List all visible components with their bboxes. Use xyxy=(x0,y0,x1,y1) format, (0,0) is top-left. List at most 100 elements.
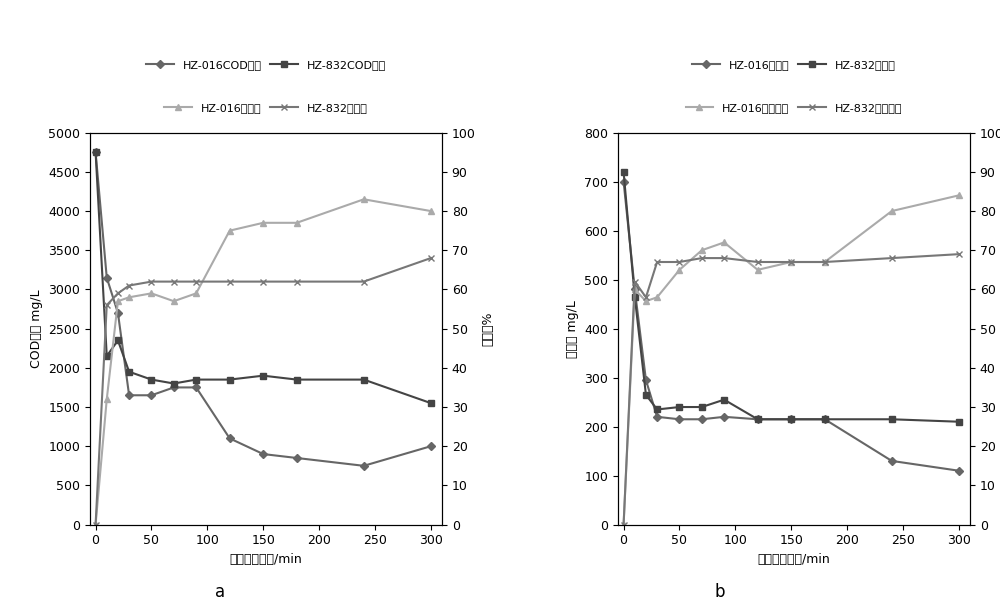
HZ-832COD浓度 xyxy=(90,148,102,156)
HZ-832COD浓度 xyxy=(145,376,157,384)
HZ-016去除率 xyxy=(224,227,236,234)
HZ-832酚浓度 xyxy=(819,415,831,423)
HZ-832酚去除率 xyxy=(696,254,708,262)
HZ-016COD浓度 xyxy=(145,392,157,399)
HZ-832去除率 xyxy=(145,278,157,285)
HZ-016酚浓度 xyxy=(718,413,730,420)
HZ-832酚去除率 xyxy=(618,521,630,528)
HZ-016COD浓度 xyxy=(168,384,180,391)
HZ-832酚去除率 xyxy=(640,294,652,301)
Line: HZ-832酚浓度: HZ-832酚浓度 xyxy=(621,169,962,425)
HZ-832去除率 xyxy=(112,289,124,297)
HZ-016酚去除率 xyxy=(718,239,730,246)
HZ-016去除率 xyxy=(112,297,124,305)
Y-axis label: 去除率%: 去除率% xyxy=(481,311,494,346)
HZ-832去除率 xyxy=(101,302,113,309)
HZ-016酚去除率 xyxy=(651,294,663,301)
HZ-016COD浓度 xyxy=(425,443,437,450)
HZ-016酚去除率 xyxy=(819,258,831,265)
Legend: HZ-016去除率, HZ-832去除率: HZ-016去除率, HZ-832去除率 xyxy=(164,103,368,113)
Line: HZ-832COD浓度: HZ-832COD浓度 xyxy=(93,150,434,406)
HZ-016去除率 xyxy=(123,294,135,301)
HZ-016COD浓度 xyxy=(190,384,202,391)
HZ-832去除率 xyxy=(168,278,180,285)
HZ-016COD浓度 xyxy=(123,392,135,399)
HZ-832去除率 xyxy=(90,521,102,528)
HZ-832酚浓度 xyxy=(696,403,708,411)
Text: a: a xyxy=(215,583,225,601)
HZ-016酚去除率 xyxy=(696,247,708,254)
HZ-832COD浓度 xyxy=(190,376,202,384)
Line: HZ-016酚浓度: HZ-016酚浓度 xyxy=(621,179,962,473)
X-axis label: 静态吸附时间/min: 静态吸附时间/min xyxy=(758,553,830,566)
HZ-832去除率 xyxy=(224,278,236,285)
Line: HZ-016酚去除率: HZ-016酚去除率 xyxy=(621,192,962,528)
HZ-016去除率 xyxy=(101,396,113,403)
HZ-016酚去除率 xyxy=(629,286,641,293)
HZ-016去除率 xyxy=(257,219,269,226)
HZ-016COD浓度 xyxy=(90,148,102,156)
HZ-832COD浓度 xyxy=(168,380,180,387)
HZ-016酚浓度 xyxy=(886,457,898,464)
HZ-832酚浓度 xyxy=(886,415,898,423)
HZ-832酚去除率 xyxy=(819,258,831,265)
HZ-016去除率 xyxy=(190,289,202,297)
HZ-016COD浓度 xyxy=(358,462,370,469)
HZ-832酚去除率 xyxy=(718,254,730,262)
HZ-016酚去除率 xyxy=(673,266,685,273)
HZ-016酚浓度 xyxy=(785,415,797,423)
HZ-832酚浓度 xyxy=(673,403,685,411)
HZ-832酚浓度 xyxy=(785,415,797,423)
HZ-832酚去除率 xyxy=(651,258,663,265)
HZ-832酚去除率 xyxy=(629,278,641,285)
HZ-016COD浓度 xyxy=(101,274,113,281)
Line: HZ-016去除率: HZ-016去除率 xyxy=(93,197,434,528)
HZ-832酚去除率 xyxy=(953,251,965,258)
HZ-832去除率 xyxy=(257,278,269,285)
HZ-832COD浓度 xyxy=(425,399,437,406)
HZ-016酚去除率 xyxy=(618,521,630,528)
Line: HZ-832酚去除率: HZ-832酚去除率 xyxy=(621,251,962,528)
HZ-832酚去除率 xyxy=(752,258,764,265)
HZ-016酚浓度 xyxy=(618,178,630,185)
Y-axis label: 酚浓度 mg/L: 酚浓度 mg/L xyxy=(566,300,579,358)
HZ-016酚去除率 xyxy=(886,207,898,215)
HZ-832去除率 xyxy=(291,278,303,285)
HZ-832酚浓度 xyxy=(953,418,965,425)
Text: b: b xyxy=(715,583,725,601)
Line: HZ-016COD浓度: HZ-016COD浓度 xyxy=(93,150,434,469)
Line: HZ-832去除率: HZ-832去除率 xyxy=(93,255,434,528)
HZ-832去除率 xyxy=(425,254,437,262)
HZ-832去除率 xyxy=(358,278,370,285)
HZ-832COD浓度 xyxy=(123,368,135,375)
HZ-016酚浓度 xyxy=(953,467,965,475)
HZ-016COD浓度 xyxy=(291,455,303,462)
HZ-016酚浓度 xyxy=(640,376,652,384)
HZ-832酚浓度 xyxy=(718,396,730,403)
HZ-832COD浓度 xyxy=(358,376,370,384)
HZ-832去除率 xyxy=(123,282,135,289)
HZ-016酚去除率 xyxy=(953,192,965,199)
HZ-832酚去除率 xyxy=(886,254,898,262)
HZ-016酚浓度 xyxy=(819,415,831,423)
HZ-832COD浓度 xyxy=(101,352,113,359)
HZ-016酚浓度 xyxy=(696,415,708,423)
HZ-016去除率 xyxy=(425,207,437,215)
HZ-832酚浓度 xyxy=(640,391,652,399)
HZ-832COD浓度 xyxy=(112,336,124,344)
Legend: HZ-016酚去除率, HZ-832酚去除率: HZ-016酚去除率, HZ-832酚去除率 xyxy=(686,103,902,113)
HZ-832COD浓度 xyxy=(257,372,269,379)
HZ-832酚浓度 xyxy=(629,293,641,300)
HZ-832酚浓度 xyxy=(651,406,663,413)
HZ-016COD浓度 xyxy=(112,309,124,317)
HZ-016酚浓度 xyxy=(752,415,764,423)
HZ-016去除率 xyxy=(168,297,180,305)
HZ-016酚浓度 xyxy=(629,286,641,293)
HZ-832COD浓度 xyxy=(291,376,303,384)
HZ-016酚去除率 xyxy=(785,258,797,265)
HZ-016COD浓度 xyxy=(257,450,269,458)
HZ-016去除率 xyxy=(90,521,102,528)
HZ-832去除率 xyxy=(190,278,202,285)
HZ-016去除率 xyxy=(291,219,303,226)
HZ-832酚去除率 xyxy=(785,258,797,265)
